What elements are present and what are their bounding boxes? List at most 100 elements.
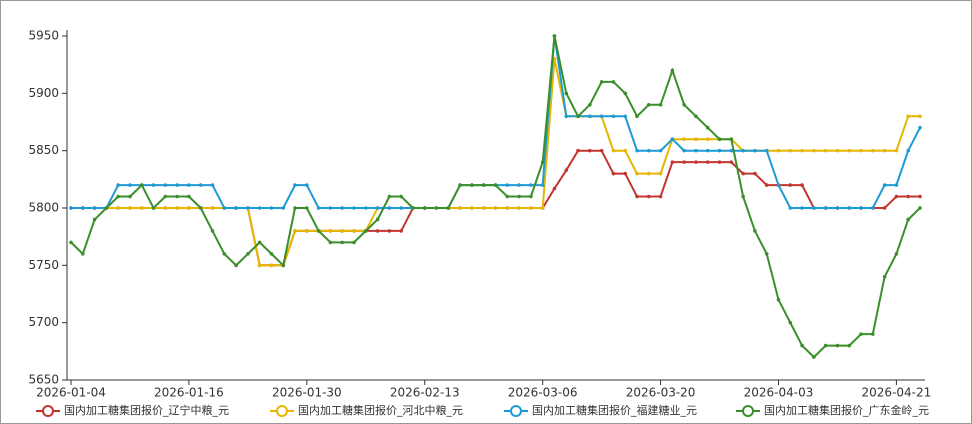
point: [894, 194, 899, 199]
point: [658, 171, 663, 176]
point: [729, 160, 734, 164]
point: [163, 206, 168, 210]
point: [859, 332, 863, 336]
point: [305, 229, 309, 233]
point: [352, 240, 356, 245]
point: [623, 114, 628, 119]
point: [694, 148, 698, 153]
point: [717, 160, 722, 164]
legend-label: 国内加工糖集团报价_福建糖业_元: [532, 403, 697, 417]
point: [906, 114, 911, 119]
point: [340, 206, 345, 210]
point: [764, 252, 769, 256]
point: [210, 206, 215, 210]
point: [399, 194, 403, 199]
legend-label: 国内加工糖集团报价_河北中粮_元: [298, 403, 463, 417]
legend-marker: [742, 405, 754, 417]
point: [776, 183, 781, 187]
point: [918, 114, 922, 119]
point: [422, 206, 427, 210]
point: [741, 171, 745, 176]
point: [859, 148, 863, 153]
point: [882, 183, 887, 187]
point: [871, 332, 875, 336]
point: [611, 80, 616, 84]
point: [788, 148, 793, 153]
point: [387, 229, 392, 233]
point: [375, 217, 380, 222]
point: [210, 183, 215, 187]
point: [646, 103, 651, 107]
legend-item: 国内加工糖集团报价_广东金岭_元: [736, 403, 929, 417]
point: [399, 229, 403, 233]
point: [505, 194, 510, 199]
point: [753, 171, 757, 176]
y-tick-label: 5950: [28, 29, 59, 43]
point: [552, 34, 557, 38]
point: [658, 103, 663, 107]
point: [835, 148, 840, 153]
point: [717, 148, 722, 153]
point: [116, 206, 120, 210]
point: [375, 229, 380, 233]
point: [599, 114, 604, 119]
point: [635, 194, 639, 199]
point: [151, 206, 156, 210]
y-tick-label: 5650: [28, 373, 59, 387]
point: [470, 183, 474, 187]
point: [470, 206, 474, 210]
point: [293, 183, 297, 187]
point: [753, 229, 757, 233]
point: [246, 206, 250, 210]
point: [293, 206, 297, 210]
point: [505, 183, 510, 187]
point: [340, 240, 345, 245]
point: [788, 206, 793, 210]
point: [635, 171, 639, 176]
point: [823, 148, 828, 153]
point: [517, 206, 521, 210]
point: [198, 183, 203, 187]
x-tick-label: 2026-01-30: [272, 386, 342, 400]
point: [552, 186, 557, 191]
point: [517, 183, 521, 187]
point: [646, 194, 651, 199]
point: [281, 206, 286, 210]
point: [623, 91, 628, 96]
point: [352, 229, 356, 233]
legend-item: 国内加工糖集团报价_福建糖业_元: [504, 403, 697, 417]
point: [800, 206, 804, 210]
point: [705, 137, 710, 141]
point: [741, 194, 745, 199]
y-tick-label: 5900: [28, 86, 59, 100]
point: [588, 103, 592, 107]
point: [918, 125, 922, 130]
point: [812, 148, 816, 153]
y-tick-label: 5700: [28, 315, 59, 329]
point: [328, 240, 333, 245]
point: [670, 160, 675, 164]
point: [116, 183, 120, 187]
point: [540, 160, 545, 164]
point: [128, 183, 132, 187]
point: [894, 148, 899, 153]
point: [293, 229, 297, 233]
point: [564, 168, 569, 172]
point: [611, 171, 616, 176]
point: [705, 125, 710, 130]
point: [599, 148, 604, 153]
point: [222, 206, 227, 210]
point: [564, 91, 569, 96]
point: [800, 183, 804, 187]
point: [682, 103, 686, 107]
point: [540, 183, 545, 187]
point: [670, 68, 675, 73]
point: [198, 206, 203, 210]
point: [163, 183, 168, 187]
x-tick-label: 2026-04-21: [862, 386, 932, 400]
point: [646, 148, 651, 153]
point: [269, 263, 274, 268]
point: [257, 263, 262, 268]
point: [80, 252, 85, 256]
